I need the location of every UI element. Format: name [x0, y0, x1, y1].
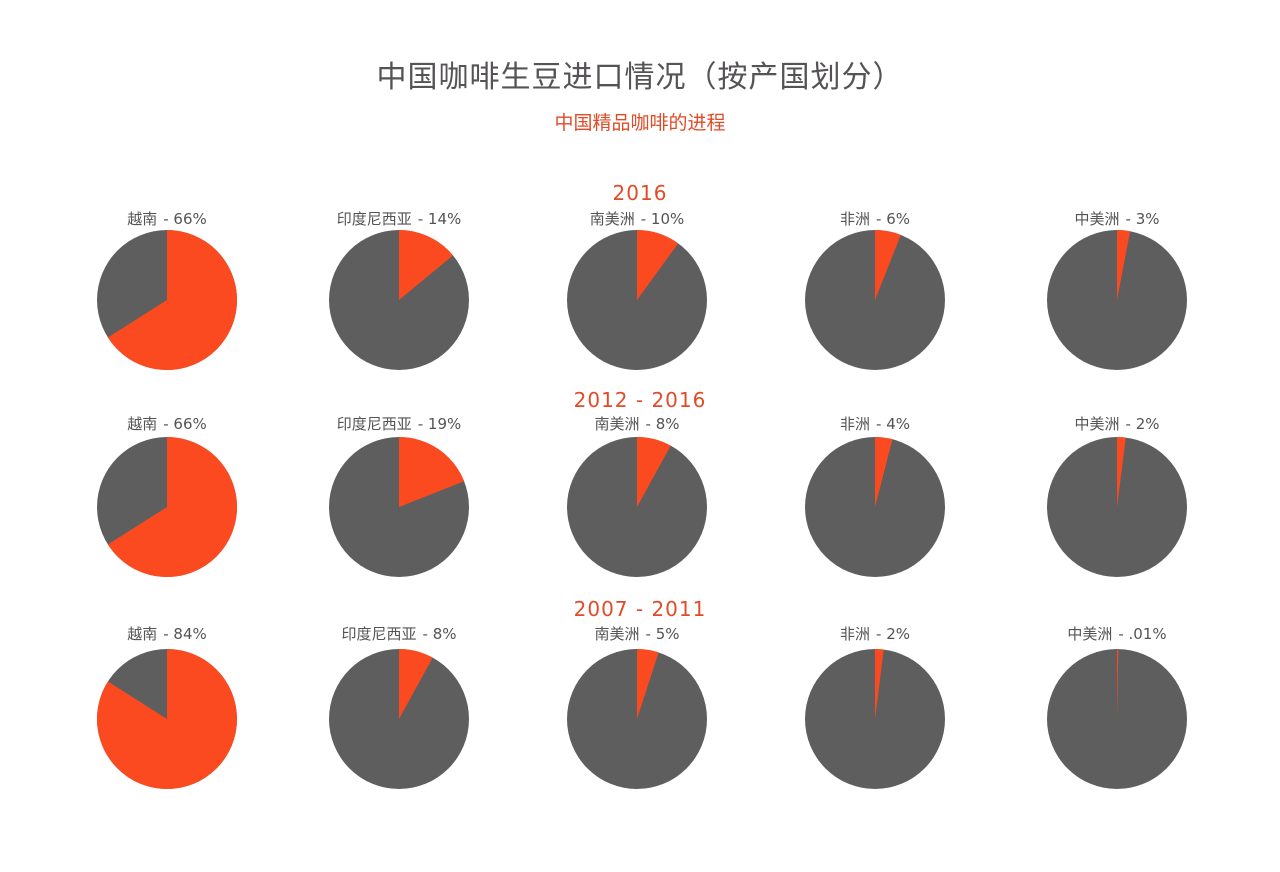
pie-label-value: - 14% — [418, 210, 462, 228]
pie-label: 印度尼西亚 - 8% — [342, 625, 457, 643]
pie-label: 印度尼西亚 - 19% — [337, 415, 462, 433]
pie-label-name: 南美洲 — [595, 415, 640, 433]
pie-slice-highlight — [1117, 437, 1126, 507]
pie-label-name: 印度尼西亚 — [337, 210, 412, 228]
pie-slice-highlight — [1117, 648, 1119, 719]
pie-label: 南美洲 - 10% — [590, 210, 685, 228]
pie-slice-highlight — [875, 649, 884, 719]
pie-label: 越南 - 66% — [127, 210, 207, 228]
pie-slice-highlight — [875, 437, 893, 507]
pie-label-value: - 5% — [646, 625, 680, 643]
pie-label-name: 非洲 — [840, 210, 870, 228]
pie-label-value: - 2% — [1126, 415, 1160, 433]
pie-slice-highlight — [875, 230, 901, 300]
pie-label-name: 中美洲 — [1075, 415, 1120, 433]
pie-label-name: 中美洲 — [1075, 210, 1120, 228]
pie-label: 中美洲 - .01% — [1067, 625, 1166, 643]
pie-slice-highlight — [399, 437, 465, 507]
pie-label-value: - 84% — [163, 625, 207, 643]
pie-label-value: - 2% — [876, 625, 910, 643]
pie-slice-highlight — [107, 229, 238, 370]
pie-label-name: 越南 — [127, 625, 157, 643]
pie-slice-highlight — [107, 437, 238, 577]
pie-label: 非洲 - 2% — [840, 625, 910, 643]
pie-label-name: 越南 — [127, 210, 157, 228]
pie-slice-highlight — [97, 649, 238, 790]
pie-slice-highlight — [399, 649, 433, 719]
pie-label-name: 越南 — [127, 415, 157, 433]
group-title: 2007 - 2011 — [574, 597, 707, 621]
group-title: 2016 — [613, 181, 668, 205]
pie-label-name: 南美洲 — [595, 625, 640, 643]
pie-label-value: - 3% — [1126, 210, 1160, 228]
pie-label-value: - 66% — [163, 210, 207, 228]
page-subtitle: 中国精品咖啡的进程 — [554, 112, 726, 134]
group-title: 2012 - 2016 — [574, 388, 707, 412]
pie-label-value: - 10% — [641, 210, 685, 228]
pie-label-name: 南美洲 — [590, 210, 635, 228]
page-title: 中国咖啡生豆进口情况（按产国划分） — [376, 60, 904, 95]
pie-slice-highlight — [1117, 230, 1131, 300]
pie-label-name: 中美洲 — [1067, 625, 1112, 643]
pie-label-name: 印度尼西亚 — [337, 415, 412, 433]
pie-label-value: - 8% — [646, 415, 680, 433]
pie-label: 非洲 - 4% — [840, 415, 910, 433]
pie-label: 南美洲 - 8% — [595, 415, 680, 433]
pie-label: 中美洲 - 2% — [1075, 415, 1160, 433]
pie-label: 印度尼西亚 - 14% — [337, 210, 462, 228]
pie-label-name: 非洲 — [840, 625, 870, 643]
pie-label-value: - 66% — [163, 415, 207, 433]
pie-slice-highlight — [399, 230, 453, 300]
pie-label-value: - 6% — [876, 210, 910, 228]
pie-label: 中美洲 - 3% — [1075, 210, 1160, 228]
pie-slice-highlight — [637, 437, 671, 507]
pie-label-value: - 8% — [423, 625, 457, 643]
pie-slice-highlight — [637, 649, 659, 719]
pie-slice-highlight — [637, 230, 679, 300]
pie-label-value: - 4% — [876, 415, 910, 433]
pie-label: 非洲 - 6% — [840, 210, 910, 228]
pie-label: 南美洲 - 5% — [595, 625, 680, 643]
pie-label-name: 印度尼西亚 — [342, 625, 417, 643]
pie-label: 越南 - 84% — [127, 625, 207, 643]
pie-label-value: - 19% — [418, 415, 462, 433]
pie-label-value: - .01% — [1118, 625, 1166, 643]
pie-label: 越南 - 66% — [127, 415, 207, 433]
pie-label-name: 非洲 — [840, 415, 870, 433]
